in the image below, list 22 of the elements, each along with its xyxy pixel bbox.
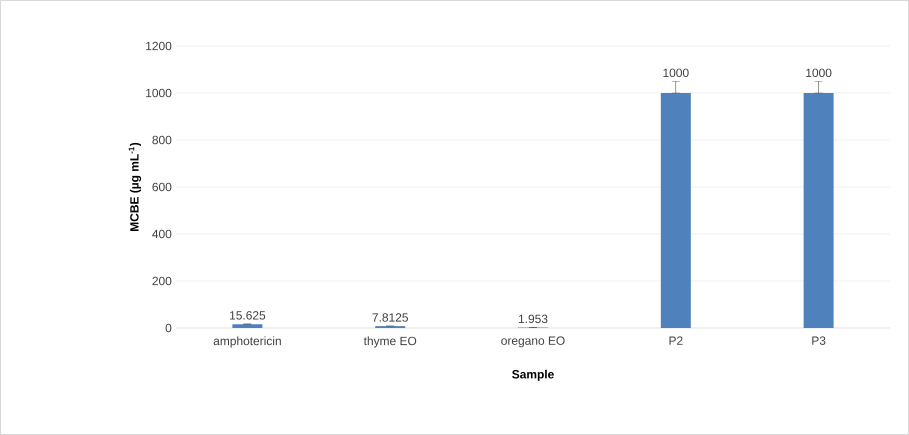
y-tick-label: 0 xyxy=(166,324,172,332)
data-label: 1.953 xyxy=(518,314,548,324)
data-label: 15.625 xyxy=(230,311,266,320)
x-tick-label: oregano EO xyxy=(501,336,565,348)
x-tick-label: amphotericin xyxy=(214,336,281,348)
bar xyxy=(804,92,834,328)
y-tick-label: 1200 xyxy=(146,42,172,50)
x-tick-label: P3 xyxy=(812,336,826,345)
y-tick-label: 200 xyxy=(152,276,172,286)
x-tick-label: P2 xyxy=(669,336,683,345)
data-label: 1000 xyxy=(806,68,832,78)
y-tick-label: 800 xyxy=(152,136,172,144)
x-axis-title: Sample xyxy=(512,370,554,381)
bar xyxy=(232,324,262,328)
y-tick-label: 400 xyxy=(152,230,172,238)
x-tick-label: thyme EO xyxy=(364,336,416,348)
y-axis-title: MCBE (µg mL$^{-1}$) xyxy=(128,142,142,231)
bar xyxy=(660,92,691,328)
data-label: 7.8125 xyxy=(372,313,408,322)
y-tick-label: 1000 xyxy=(146,88,172,98)
y-tick-label: 600 xyxy=(152,182,172,192)
data-label: 1000 xyxy=(663,68,689,78)
